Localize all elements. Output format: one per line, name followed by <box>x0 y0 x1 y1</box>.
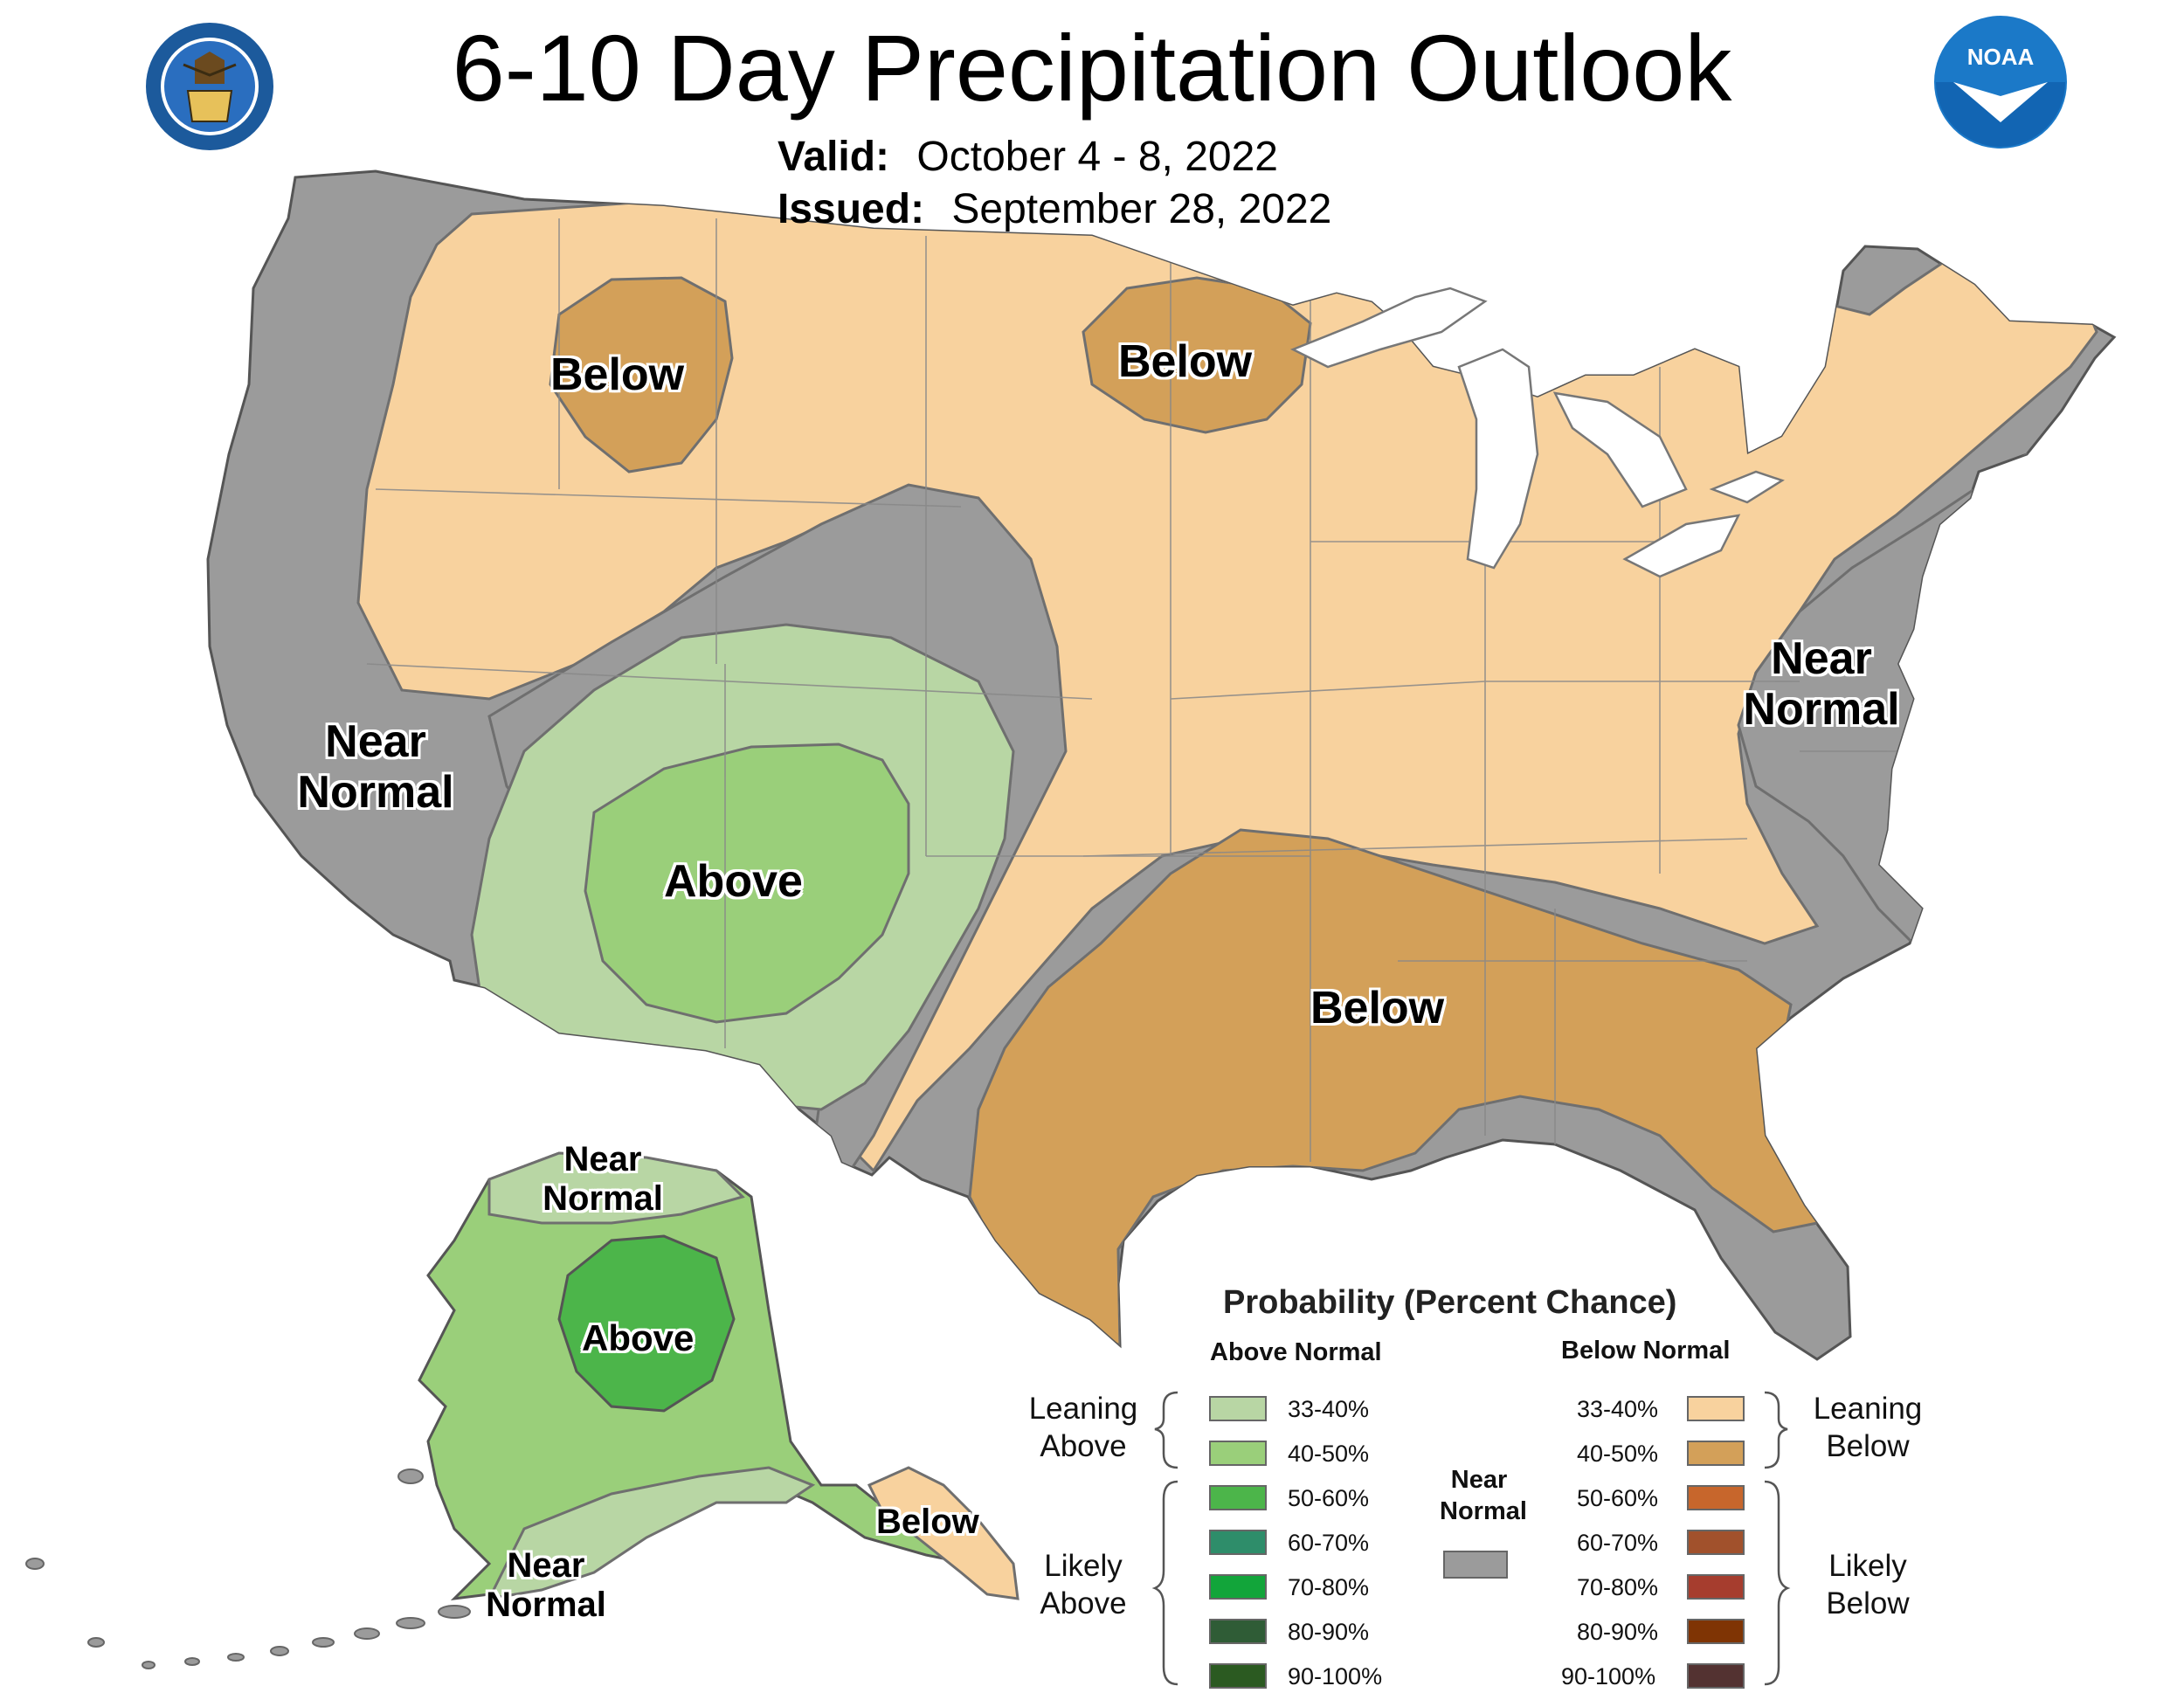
legend-below-label-2: 40-50% <box>1577 1441 1659 1467</box>
department-of-commerce-seal <box>144 21 275 152</box>
leaning-above-region-40-50 <box>584 743 910 1024</box>
legend-right-braces <box>1764 1391 1791 1686</box>
legend-leaning-below-line1: Leaning <box>1813 1392 1923 1426</box>
label-sw-above: Above <box>664 856 803 907</box>
legend-swatch-below-60-70 <box>1687 1530 1745 1555</box>
label-south-below: Below <box>1310 983 1445 1033</box>
legend-likely-below-line1: Likely <box>1828 1549 1907 1583</box>
label-nw-below: Below <box>550 349 685 400</box>
legend-near-heading-line1: Near <box>1450 1466 1508 1494</box>
legend-above-label-2: 40-50% <box>1288 1441 1370 1467</box>
legend-below-heading: Below Normal <box>1561 1337 1731 1365</box>
valid-value: October 4 - 8, 2022 <box>916 134 1278 180</box>
valid-label: Valid: <box>778 134 890 180</box>
legend-leaning-above-brace <box>1154 1391 1178 1469</box>
issued-value: September 28, 2022 <box>951 186 1332 232</box>
legend-leaning-above: Leaning Above <box>1022 1391 1144 1465</box>
legend-likely-below-line2: Below <box>1826 1586 1910 1620</box>
leaning-below-region-south <box>968 828 1819 1348</box>
legend-leaning-above-line1: Leaning <box>1028 1392 1138 1426</box>
legend-likely-below: Likely Below <box>1807 1548 1929 1622</box>
label-ak-north-near-normal: Near Normal <box>524 1140 681 1219</box>
legend-likely-above: Likely Above <box>1022 1548 1144 1622</box>
legend-likely-above-line2: Above <box>1040 1586 1127 1620</box>
legend-above-label-7: 90-100% <box>1288 1663 1383 1690</box>
legend-above-label-1: 33-40% <box>1288 1396 1370 1422</box>
label-ak-north-near-line2: Normal <box>543 1178 663 1218</box>
legend-swatch-above-40-50 <box>1209 1441 1267 1466</box>
legend-leaning-below-line2: Below <box>1826 1428 1910 1463</box>
label-ak-se-below: Below <box>876 1503 979 1541</box>
legend-below-label-1: 33-40% <box>1577 1396 1659 1422</box>
legend-title: Probability (Percent Chance) <box>1223 1284 1677 1321</box>
legend-below-label-3: 50-60% <box>1577 1485 1659 1511</box>
legend-near-normal-heading: Near Normal <box>1440 1464 1527 1528</box>
issued-row: Issued: September 28, 2022 <box>778 185 1331 234</box>
legend-leaning-below-brace <box>1764 1391 1788 1469</box>
legend-below-label-5: 70-80% <box>1577 1574 1659 1600</box>
legend-above-heading: Above Normal <box>1210 1338 1382 1366</box>
legend-swatch-above-70-80 <box>1209 1574 1267 1600</box>
label-west-near-line1: Near <box>325 716 426 767</box>
label-ak-south-near-line2: Normal <box>486 1585 606 1624</box>
legend-likely-above-line1: Likely <box>1044 1549 1123 1583</box>
legend-swatch-below-90-100 <box>1687 1663 1745 1689</box>
great-lakes <box>1289 287 1785 578</box>
legend-left-braces <box>1151 1391 1178 1686</box>
label-ak-above: Above <box>582 1317 695 1358</box>
noaa-logo-text: NOAA <box>1967 44 2035 70</box>
legend-below-label-7: 90-100% <box>1561 1663 1656 1690</box>
legend-near-heading-line2: Normal <box>1440 1497 1527 1526</box>
leaning-below-region-nd-40-50 <box>1082 276 1312 434</box>
noaa-logo: NOAA <box>1931 12 2070 152</box>
commerce-seal-icon <box>146 23 273 150</box>
alaska <box>25 1151 1019 1669</box>
alaska-panhandle-below-region <box>867 1466 1019 1600</box>
state-boundaries <box>366 218 2009 1162</box>
legend-leaning-below: Leaning Below <box>1807 1391 1929 1465</box>
legend-swatch-above-80-90 <box>1209 1619 1267 1644</box>
noaa-logo-icon: NOAA <box>1934 16 2067 149</box>
legend-above-label-4: 60-70% <box>1288 1530 1370 1556</box>
label-nd-below: Below <box>1118 336 1253 387</box>
aleutian-islands <box>25 1468 471 1669</box>
legend-swatch-below-80-90 <box>1687 1619 1745 1644</box>
label-ak-south-near-line1: Near <box>507 1546 585 1585</box>
legend-likely-above-brace <box>1151 1480 1178 1686</box>
alaska-near-normal-south <box>487 1466 816 1600</box>
legend-swatch-below-70-80 <box>1687 1574 1745 1600</box>
label-west-near-line2: Normal <box>297 767 454 819</box>
label-east-near-line2: Normal <box>1743 684 1900 736</box>
legend-likely-below-brace <box>1764 1480 1791 1686</box>
legend-swatch-above-90-100 <box>1209 1663 1267 1689</box>
valid-row: Valid: October 4 - 8, 2022 <box>778 133 1278 182</box>
label-west-near-normal: Near Normal <box>280 716 472 818</box>
label-ak-south-near-normal: Near Normal <box>467 1546 625 1625</box>
page-title: 6-10 Day Precipitation Outlook <box>452 15 1732 121</box>
legend-swatch-near-normal <box>1443 1551 1508 1579</box>
alaska-likely-above-region-50-60 <box>557 1234 736 1413</box>
legend-above-label-3: 50-60% <box>1288 1485 1370 1511</box>
legend-swatch-below-50-60 <box>1687 1485 1745 1510</box>
legend-above-label-5: 70-80% <box>1288 1574 1370 1600</box>
legend-swatch-below-40-50 <box>1687 1441 1745 1466</box>
legend-below-label-4: 60-70% <box>1577 1530 1659 1556</box>
issued-label: Issued: <box>778 186 925 232</box>
label-east-near-normal: Near Normal <box>1725 633 1918 735</box>
legend-swatch-above-33-40 <box>1209 1396 1267 1421</box>
legend-leaning-above-line2: Above <box>1040 1428 1127 1463</box>
legend-swatch-above-50-60 <box>1209 1485 1267 1510</box>
alaska-near-normal-north <box>487 1151 745 1225</box>
legend-swatch-below-33-40 <box>1687 1396 1745 1421</box>
legend-below-label-6: 80-90% <box>1577 1619 1659 1645</box>
legend-swatch-above-60-70 <box>1209 1530 1267 1555</box>
label-ak-north-near-line1: Near <box>563 1140 642 1178</box>
legend-above-label-6: 80-90% <box>1288 1619 1370 1645</box>
label-east-near-line1: Near <box>1771 633 1872 684</box>
